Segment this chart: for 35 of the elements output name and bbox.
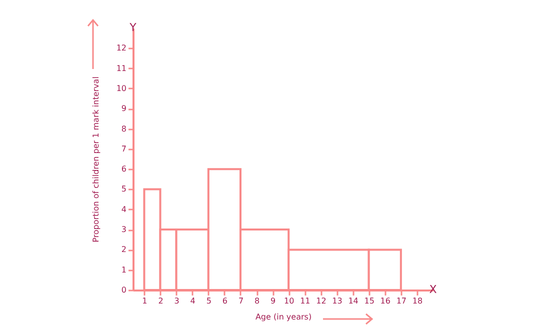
- x-tick-label: 12: [316, 296, 326, 306]
- y-tick-label: 8: [121, 124, 126, 134]
- y-tick-label: 7: [121, 144, 126, 154]
- x-tick-label: 6: [222, 296, 228, 306]
- y-tick-label: 5: [121, 184, 126, 194]
- y-tick-label: 1: [121, 265, 126, 274]
- y-tick-label: 9: [121, 104, 126, 114]
- x-axis-title: Age (in years): [255, 312, 312, 322]
- x-tick-label: 10: [284, 296, 294, 306]
- y-tick-label: 3: [121, 225, 126, 234]
- x-tick-label: 2: [158, 296, 164, 306]
- y-tick-label: 11: [116, 64, 126, 73]
- x-tick-label: 16: [380, 296, 390, 306]
- y-tick-label: 12: [116, 44, 126, 53]
- y-axis-title: Proportion of children per 1 mark interval: [91, 76, 100, 242]
- y-tick-label: 4: [121, 204, 126, 214]
- x-tick-label: 9: [270, 296, 276, 306]
- x-tick-label: 11: [300, 296, 310, 306]
- x-tick-label: 8: [254, 296, 260, 306]
- x-tick-label: 1: [142, 296, 148, 306]
- annotation: X: [429, 283, 438, 296]
- y-tick-label: 0: [121, 286, 126, 294]
- x-tick-label: 7: [238, 296, 244, 306]
- x-tick-label: 4: [190, 296, 196, 306]
- x-tick-label: 13: [332, 296, 342, 306]
- y-tick-label: 10: [116, 84, 126, 93]
- annotation: Y: [128, 21, 137, 34]
- y-tick-label: 6: [121, 164, 126, 174]
- x-tick-label: 14: [348, 296, 358, 306]
- x-tick-label: 3: [174, 296, 180, 306]
- x-tick-label: 17: [396, 296, 407, 306]
- x-tick-label: 5: [206, 296, 212, 306]
- x-tick-label: 15: [364, 296, 374, 306]
- y-tick-label: 2: [121, 245, 126, 254]
- x-tick-label: 18: [412, 296, 423, 306]
